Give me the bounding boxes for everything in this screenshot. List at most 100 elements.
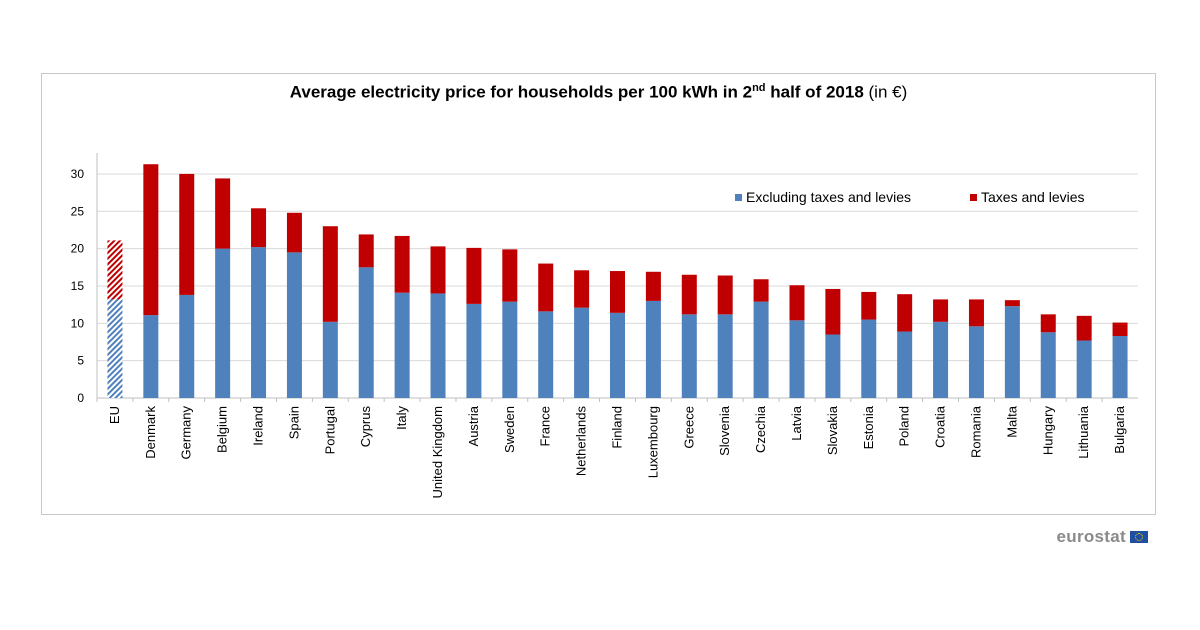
category-label: Croatia <box>933 405 948 448</box>
bar-excluding-taxes <box>1004 306 1020 398</box>
bar-taxes <box>322 226 338 322</box>
chart-title-unit: (in €) <box>863 82 908 102</box>
category-label: Finland <box>610 406 625 449</box>
bar-excluding-taxes <box>968 326 984 398</box>
bar-taxes <box>717 275 733 315</box>
category-label: France <box>538 406 553 446</box>
bar-taxes <box>789 285 805 321</box>
bar-taxes <box>251 208 267 248</box>
category-label: Estonia <box>861 405 876 449</box>
bar-taxes <box>179 173 195 295</box>
category-label: Greece <box>681 406 696 449</box>
category-label: Ireland <box>251 406 266 446</box>
bar-taxes <box>286 212 302 253</box>
bar-excluding-taxes <box>358 267 374 398</box>
bar-taxes <box>1112 322 1128 337</box>
bar-excluding-taxes <box>753 301 769 398</box>
category-label: Cyprus <box>358 406 373 448</box>
category-label: Italy <box>394 406 409 430</box>
bar-excluding-taxes <box>1076 340 1092 398</box>
category-label: EU <box>107 406 122 424</box>
bar-taxes <box>215 178 231 249</box>
bar-taxes <box>645 271 661 301</box>
category-label: Lithuania <box>1076 405 1091 459</box>
bar-chart: 0 5 10 15 20 25 30 EU Denmark Germany Belgium Irela… <box>71 153 1138 499</box>
eurostat-logo: eurostat <box>1057 527 1148 547</box>
bar-excluding-taxes <box>825 334 841 398</box>
category-label: Austria <box>466 405 481 446</box>
category-label: Bulgaria <box>1112 405 1127 453</box>
legend-swatch <box>735 194 742 201</box>
category-label: Poland <box>897 406 912 446</box>
bar-excluding-taxes <box>179 294 195 398</box>
bar-excluding-taxes <box>645 300 661 398</box>
category-label: Hungary <box>1040 406 1055 456</box>
category-label: Latvia <box>789 405 804 440</box>
category-label: Netherlands <box>574 406 589 477</box>
bar-taxes <box>968 299 984 327</box>
chart-title-main: Average electricity price for households… <box>289 82 753 102</box>
category-label: Sweden <box>502 406 517 453</box>
bar-excluding-taxes <box>394 292 410 398</box>
bar-excluding-taxes <box>502 301 518 398</box>
category-label: Romania <box>968 405 983 458</box>
chart-title-sup: nd <box>752 82 766 94</box>
y-tick-label: 30 <box>71 167 85 181</box>
bar-excluding-taxes <box>251 247 267 398</box>
y-tick-label: 25 <box>71 204 85 218</box>
y-tick-label: 0 <box>77 391 84 405</box>
category-label: Malta <box>1004 405 1019 438</box>
bar-excluding-taxes <box>322 321 338 398</box>
brand-name: eurostat <box>1056 527 1126 546</box>
bar-excluding-taxes <box>610 312 625 398</box>
bar-taxes <box>394 235 410 293</box>
bar-taxes <box>861 291 877 320</box>
bar-taxes <box>538 263 554 312</box>
chart-title: Average electricity price for households… <box>42 82 1155 103</box>
bar-excluding-taxes <box>933 321 949 398</box>
bar-taxes <box>1004 300 1020 307</box>
category-label: Germany <box>179 406 194 460</box>
bar-excluding-taxes <box>107 299 123 398</box>
bar-excluding-taxes <box>574 307 590 398</box>
bar-taxes <box>1040 314 1056 333</box>
bar-excluding-taxes <box>861 319 877 398</box>
bar-excluding-taxes <box>143 315 159 398</box>
legend-label: Taxes and levies <box>981 189 1085 205</box>
category-label: Slovakia <box>825 405 840 455</box>
bar-taxes <box>107 240 123 300</box>
category-label: Luxembourg <box>645 406 660 478</box>
bar-taxes <box>574 270 590 308</box>
category-label: Spain <box>286 406 301 439</box>
category-label: Belgium <box>215 406 230 453</box>
bar-taxes <box>681 274 697 315</box>
bar-taxes <box>897 294 913 332</box>
bar-taxes <box>466 247 482 304</box>
bar-excluding-taxes <box>897 331 913 398</box>
bar-excluding-taxes <box>215 248 231 398</box>
bar-excluding-taxes <box>1040 332 1056 398</box>
category-label: United Kingdom <box>430 406 445 499</box>
chart-frame: Average electricity price for households… <box>41 73 1156 515</box>
legend-swatch <box>970 194 977 201</box>
bar-taxes <box>143 164 159 316</box>
bar-taxes <box>933 299 949 322</box>
y-tick-label: 15 <box>71 279 85 293</box>
y-tick-label: 20 <box>71 242 85 256</box>
bar-taxes <box>1076 315 1092 341</box>
category-label: Portugal <box>322 406 337 455</box>
category-label: Czechia <box>753 405 768 453</box>
bar-taxes <box>430 246 446 294</box>
bar-taxes <box>610 271 625 313</box>
y-tick-label: 10 <box>71 316 85 330</box>
bar-taxes <box>502 249 518 302</box>
bar-taxes <box>825 288 841 335</box>
bar-excluding-taxes <box>717 314 733 398</box>
category-label: Slovenia <box>717 405 732 456</box>
legend-label: Excluding taxes and levies <box>746 189 911 205</box>
bar-excluding-taxes <box>286 252 302 398</box>
bar-excluding-taxes <box>1112 336 1128 398</box>
bar-taxes <box>753 279 769 302</box>
category-label: Denmark <box>143 406 158 459</box>
y-tick-label: 5 <box>77 354 84 368</box>
